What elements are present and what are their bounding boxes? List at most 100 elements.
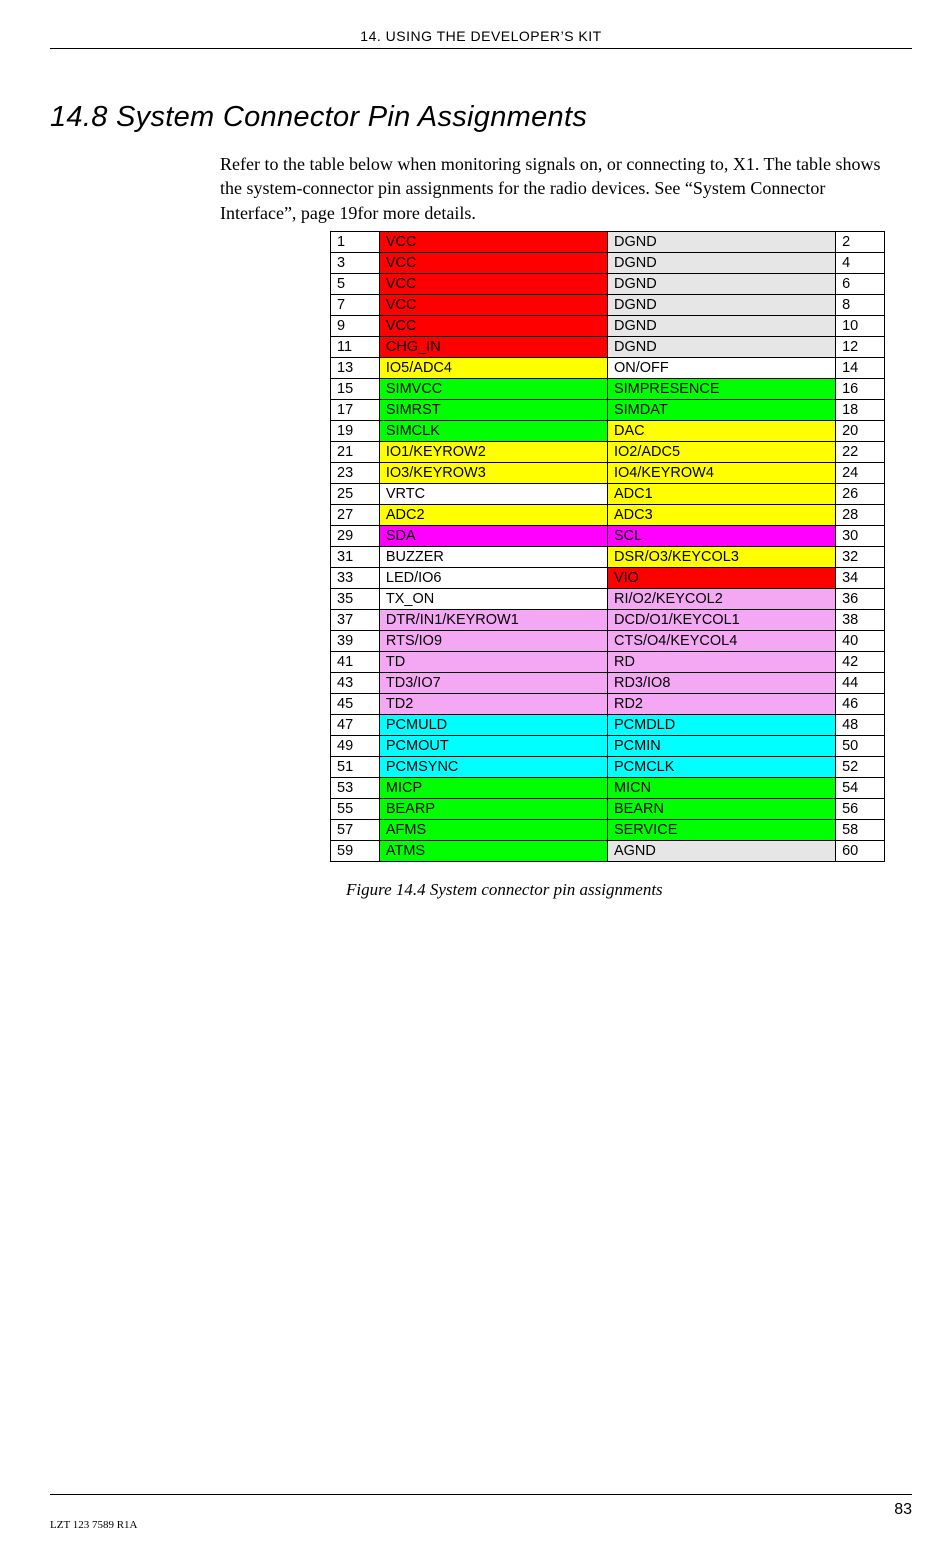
table-row: 3VCCDGND4 — [331, 252, 885, 273]
section-number: 14.8 — [50, 101, 108, 133]
pin-left: 47 — [331, 714, 380, 735]
signal-right: ON/OFF — [607, 357, 835, 378]
pin-right: 30 — [836, 525, 885, 546]
signal-right: PCMIN — [607, 735, 835, 756]
signal-right: ADC3 — [607, 504, 835, 525]
signal-right: DGND — [607, 294, 835, 315]
pin-left: 29 — [331, 525, 380, 546]
table-row: 57AFMSSERVICE58 — [331, 819, 885, 840]
signal-right: AGND — [607, 840, 835, 861]
pin-right: 28 — [836, 504, 885, 525]
signal-left: LED/IO6 — [379, 567, 607, 588]
pin-left: 49 — [331, 735, 380, 756]
table-row: 43TD3/IO7RD3/IO844 — [331, 672, 885, 693]
section-heading: System Connector Pin Assignments — [116, 101, 587, 133]
signal-left: IO5/ADC4 — [379, 357, 607, 378]
table-row: 53MICPMICN54 — [331, 777, 885, 798]
pin-right: 36 — [836, 588, 885, 609]
signal-right: DAC — [607, 420, 835, 441]
pin-left: 53 — [331, 777, 380, 798]
signal-left: DTR/IN1/KEYROW1 — [379, 609, 607, 630]
pin-left: 17 — [331, 399, 380, 420]
signal-right: RI/O2/KEYCOL2 — [607, 588, 835, 609]
pin-right: 50 — [836, 735, 885, 756]
signal-left: SIMCLK — [379, 420, 607, 441]
table-row: 11CHG_INDGND12 — [331, 336, 885, 357]
section-title: 14.8 System Connector Pin Assignments — [50, 101, 912, 134]
table-row: 49PCMOUTPCMIN50 — [331, 735, 885, 756]
table-row: 15SIMVCCSIMPRESENCE16 — [331, 378, 885, 399]
signal-left: TX_ON — [379, 588, 607, 609]
footer-rule — [50, 1494, 912, 1495]
signal-left: SDA — [379, 525, 607, 546]
table-row: 35TX_ONRI/O2/KEYCOL236 — [331, 588, 885, 609]
table-row: 37DTR/IN1/KEYROW1DCD/O1/KEYCOL138 — [331, 609, 885, 630]
signal-right: DGND — [607, 273, 835, 294]
pin-left: 21 — [331, 441, 380, 462]
pin-left: 31 — [331, 546, 380, 567]
pin-left: 11 — [331, 336, 380, 357]
signal-right: MICN — [607, 777, 835, 798]
pin-left: 1 — [331, 231, 380, 252]
pin-right: 2 — [836, 231, 885, 252]
table-row: 39RTS/IO9CTS/O4/KEYCOL440 — [331, 630, 885, 651]
pin-left: 51 — [331, 756, 380, 777]
signal-left: TD — [379, 651, 607, 672]
signal-right: SCL — [607, 525, 835, 546]
signal-right: DGND — [607, 252, 835, 273]
pin-right: 54 — [836, 777, 885, 798]
pin-right: 48 — [836, 714, 885, 735]
pin-right: 4 — [836, 252, 885, 273]
table-row: 27ADC2ADC328 — [331, 504, 885, 525]
signal-right: RD — [607, 651, 835, 672]
signal-right: SERVICE — [607, 819, 835, 840]
pin-left: 9 — [331, 315, 380, 336]
signal-right: DGND — [607, 336, 835, 357]
table-row: 47PCMULDPCMDLD48 — [331, 714, 885, 735]
pin-left: 59 — [331, 840, 380, 861]
signal-right: RD2 — [607, 693, 835, 714]
figure-caption: Figure 14.4 System connector pin assignm… — [346, 880, 912, 900]
page-footer: 83 LZT 123 7589 R1A — [50, 1494, 912, 1531]
signal-left: AFMS — [379, 819, 607, 840]
pin-left: 37 — [331, 609, 380, 630]
table-row: 33LED/IO6VIO34 — [331, 567, 885, 588]
doc-id: LZT 123 7589 R1A — [50, 1519, 912, 1531]
pin-right: 44 — [836, 672, 885, 693]
signal-right: PCMDLD — [607, 714, 835, 735]
pin-assignment-table: 1VCCDGND23VCCDGND45VCCDGND67VCCDGND89VCC… — [330, 231, 885, 862]
pin-left: 55 — [331, 798, 380, 819]
pin-left: 57 — [331, 819, 380, 840]
pin-left: 25 — [331, 483, 380, 504]
pin-left: 41 — [331, 651, 380, 672]
signal-right: SIMDAT — [607, 399, 835, 420]
table-row: 17SIMRSTSIMDAT18 — [331, 399, 885, 420]
pin-right: 58 — [836, 819, 885, 840]
page: 14. USING THE DEVELOPER’S KIT 14.8 Syste… — [0, 0, 946, 1563]
pin-left: 39 — [331, 630, 380, 651]
pin-right: 42 — [836, 651, 885, 672]
pin-right: 52 — [836, 756, 885, 777]
pin-right: 56 — [836, 798, 885, 819]
pin-right: 12 — [836, 336, 885, 357]
signal-left: TD3/IO7 — [379, 672, 607, 693]
signal-left: VCC — [379, 252, 607, 273]
pin-right: 18 — [836, 399, 885, 420]
table-row: 13IO5/ADC4ON/OFF14 — [331, 357, 885, 378]
table-row: 29SDASCL30 — [331, 525, 885, 546]
pin-right: 10 — [836, 315, 885, 336]
signal-left: VRTC — [379, 483, 607, 504]
pin-right: 22 — [836, 441, 885, 462]
signal-right: BEARN — [607, 798, 835, 819]
header-rule — [50, 48, 912, 49]
signal-left: VCC — [379, 231, 607, 252]
pin-right: 16 — [836, 378, 885, 399]
pin-right: 38 — [836, 609, 885, 630]
page-number: 83 — [894, 1501, 912, 1519]
table-row: 25VRTCADC126 — [331, 483, 885, 504]
signal-right: CTS/O4/KEYCOL4 — [607, 630, 835, 651]
signal-left: VCC — [379, 294, 607, 315]
pin-left: 33 — [331, 567, 380, 588]
pin-left: 27 — [331, 504, 380, 525]
signal-right: RD3/IO8 — [607, 672, 835, 693]
